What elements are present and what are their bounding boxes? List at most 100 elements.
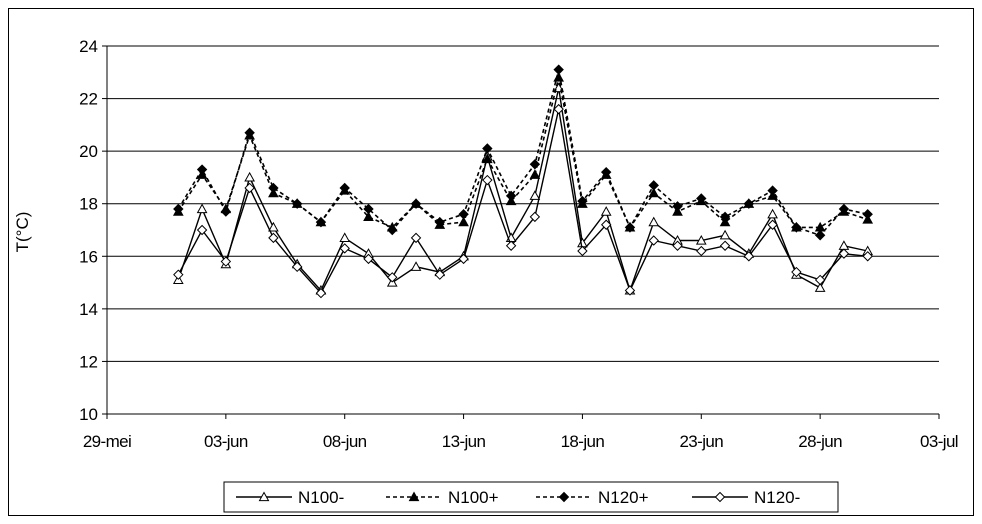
series-line — [177, 108, 868, 295]
data-point — [291, 198, 303, 209]
data-point — [648, 235, 659, 246]
data-point — [458, 209, 469, 220]
data-point — [529, 190, 541, 200]
data-point — [672, 240, 683, 251]
y-tick-label: 10 — [79, 405, 98, 424]
data-point — [268, 221, 279, 232]
data-point — [814, 230, 826, 241]
data-point — [672, 201, 683, 212]
data-point — [196, 224, 208, 236]
data-point — [696, 245, 707, 257]
data-point — [529, 169, 541, 179]
data-point — [196, 203, 208, 214]
legend: N100- N100+ N120+ N120- — [223, 481, 839, 513]
data-point — [315, 216, 327, 228]
data-point — [600, 206, 612, 216]
data-point — [173, 203, 184, 215]
data-point — [577, 245, 588, 257]
data-point — [714, 491, 726, 503]
data-point — [838, 203, 850, 215]
data-point — [173, 269, 184, 280]
data-point — [719, 240, 731, 251]
data-point — [719, 229, 731, 240]
data-point — [624, 285, 636, 296]
x-tick-label: 08-jun — [323, 432, 367, 451]
data-point — [600, 166, 612, 178]
x-tick-label: 23-jun — [679, 432, 723, 451]
data-point — [244, 171, 255, 182]
data-point — [743, 251, 755, 262]
y-tick-label: 14 — [79, 300, 98, 319]
data-point — [434, 216, 446, 228]
data-point — [648, 216, 660, 227]
data-point — [268, 232, 279, 244]
data-point — [482, 174, 493, 186]
legend-label: N120+ — [598, 488, 649, 507]
x-tick-label: 03-jun — [204, 432, 248, 451]
data-point — [505, 190, 517, 202]
x-tick-label: 29-mei — [83, 432, 131, 451]
x-tick-labels: 29-mei 03-jun 08-jun 13-jun 18-jun 23-jun 28-j… — [83, 432, 959, 451]
data-point — [862, 251, 873, 262]
data-point — [767, 208, 778, 219]
data-point — [838, 248, 850, 259]
data-point — [505, 240, 517, 251]
data-point — [862, 209, 873, 220]
gridlines — [107, 45, 939, 362]
y-axis-label: T(°C) — [13, 212, 32, 253]
series-line — [177, 87, 868, 293]
x-tick-label: 18-jun — [561, 432, 605, 451]
x-tick-label: 13-jun — [442, 432, 486, 451]
data-point — [268, 182, 279, 194]
data-point — [220, 206, 232, 217]
data-point — [767, 185, 778, 196]
legend-label: N120- — [754, 488, 800, 507]
legend-label: N100+ — [448, 488, 499, 507]
data-point — [363, 211, 374, 221]
data-point — [244, 182, 255, 194]
line-chart: T(°C) 10 12 14 16 18 20 22 24 29-mei 03-jun 08-ju… — [8, 8, 974, 516]
chart-border — [8, 8, 974, 516]
data-point — [408, 491, 420, 502]
series-line — [177, 69, 868, 237]
data-point — [458, 216, 469, 227]
data-point — [767, 219, 778, 230]
data-point — [553, 103, 564, 115]
data-point — [244, 127, 255, 138]
data-point — [577, 195, 588, 207]
y-tick-label: 24 — [79, 37, 98, 56]
y-tick-label: 12 — [79, 352, 98, 371]
data-point — [410, 261, 422, 271]
data-point — [434, 269, 446, 280]
data-point — [339, 232, 351, 242]
data-point — [814, 274, 826, 286]
y-tick-label: 16 — [79, 247, 98, 266]
data-point — [558, 491, 570, 503]
y-tick-label: 18 — [79, 195, 98, 214]
y-tick-label: 22 — [79, 90, 98, 109]
legend-label: N100- — [298, 488, 344, 507]
data-point — [696, 193, 707, 204]
data-point — [387, 224, 398, 236]
data-point — [315, 287, 327, 299]
data-point — [220, 256, 232, 267]
data-point — [624, 222, 636, 233]
chart-frame: T(°C) 10 12 14 16 18 20 22 24 29-mei 03-jun 08-ju… — [8, 8, 974, 516]
data-point — [481, 153, 493, 164]
x-tick-label: 28-jun — [798, 432, 842, 451]
data-point — [529, 159, 541, 170]
data-point — [339, 243, 350, 254]
data-point — [291, 261, 303, 273]
data-point — [196, 164, 208, 175]
axes — [102, 45, 940, 419]
data-point — [743, 198, 755, 209]
data-point — [363, 203, 374, 215]
data-point — [719, 211, 731, 223]
data-point — [791, 222, 802, 233]
data-point — [529, 211, 541, 223]
x-tick-label: 03-jul — [920, 432, 958, 451]
data-point — [339, 182, 350, 194]
series-N120+ — [173, 64, 873, 241]
data-point — [458, 253, 469, 265]
data-point — [553, 64, 564, 75]
